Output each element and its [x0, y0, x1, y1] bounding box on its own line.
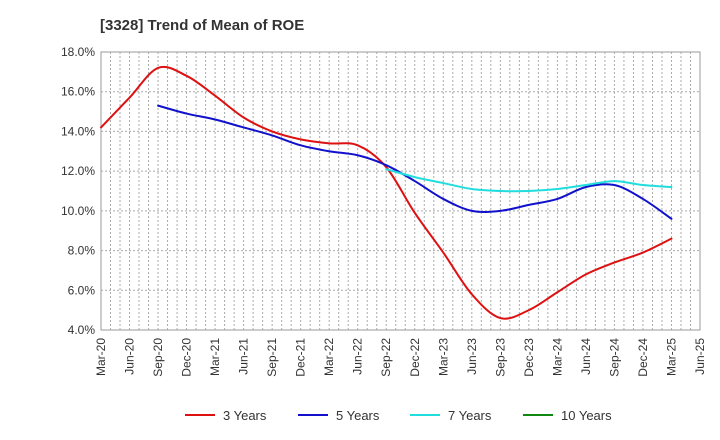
- x-tick-label: Jun-25: [693, 338, 707, 375]
- x-tick-label: Dec-24: [636, 338, 650, 377]
- y-tick-label: 12.0%: [61, 164, 95, 178]
- x-tick-label: Jun-23: [465, 338, 479, 375]
- y-tick-label: 16.0%: [61, 85, 95, 99]
- x-tick-label: Jun-22: [351, 338, 365, 375]
- x-tick-label: Dec-20: [180, 338, 194, 377]
- x-tick-label: Jun-20: [123, 338, 137, 375]
- legend: 3 Years 5 Years 7 Years 10 Years: [185, 408, 612, 423]
- x-axis-ticks: Mar-20 Jun-20 Sep-20 Dec-20 Mar-21 Jun-21 Sep-…: [94, 338, 707, 377]
- x-tick-label: Mar-23: [436, 338, 450, 376]
- y-tick-label: 6.0%: [68, 283, 96, 297]
- legend-label-3-years: 3 Years: [223, 408, 267, 423]
- y-axis-ticks: 4.0% 6.0% 8.0% 10.0% 12.0% 14.0% 16.0% 18.0%: [61, 45, 95, 337]
- x-tick-label: Sep-23: [493, 338, 507, 377]
- x-tick-label: Jun-21: [237, 338, 251, 375]
- x-tick-label: Sep-21: [265, 338, 279, 377]
- x-tick-label: Sep-24: [607, 338, 621, 377]
- x-tick-label: Mar-21: [208, 338, 222, 376]
- x-tick-label: Mar-20: [94, 338, 108, 376]
- x-tick-label: Mar-25: [664, 338, 678, 376]
- y-tick-label: 18.0%: [61, 45, 95, 59]
- x-tick-label: Sep-22: [379, 338, 393, 377]
- y-tick-label: 8.0%: [68, 244, 96, 258]
- y-tick-label: 4.0%: [68, 323, 96, 337]
- chart-title: [3328] Trend of Mean of ROE: [100, 17, 304, 34]
- legend-label-7-years: 7 Years: [448, 408, 492, 423]
- x-tick-label: Jun-24: [579, 338, 593, 375]
- x-tick-label: Mar-24: [550, 338, 564, 376]
- x-tick-label: Dec-21: [294, 338, 308, 377]
- series-line-7-years: [385, 168, 673, 193]
- legend-label-5-years: 5 Years: [336, 408, 380, 423]
- y-tick-label: 14.0%: [61, 124, 95, 138]
- y-tick-label: 10.0%: [61, 204, 95, 218]
- series-lines: [100, 65, 673, 320]
- x-tick-label: Dec-22: [408, 338, 422, 377]
- legend-label-10-years: 10 Years: [561, 408, 612, 423]
- x-tick-label: Dec-23: [522, 338, 536, 377]
- plot-area: [100, 51, 701, 331]
- x-tick-label: Sep-20: [151, 338, 165, 377]
- series-line-3-years: [100, 65, 673, 320]
- x-tick-label: Mar-22: [322, 338, 336, 376]
- series-line-5-years: [157, 104, 673, 220]
